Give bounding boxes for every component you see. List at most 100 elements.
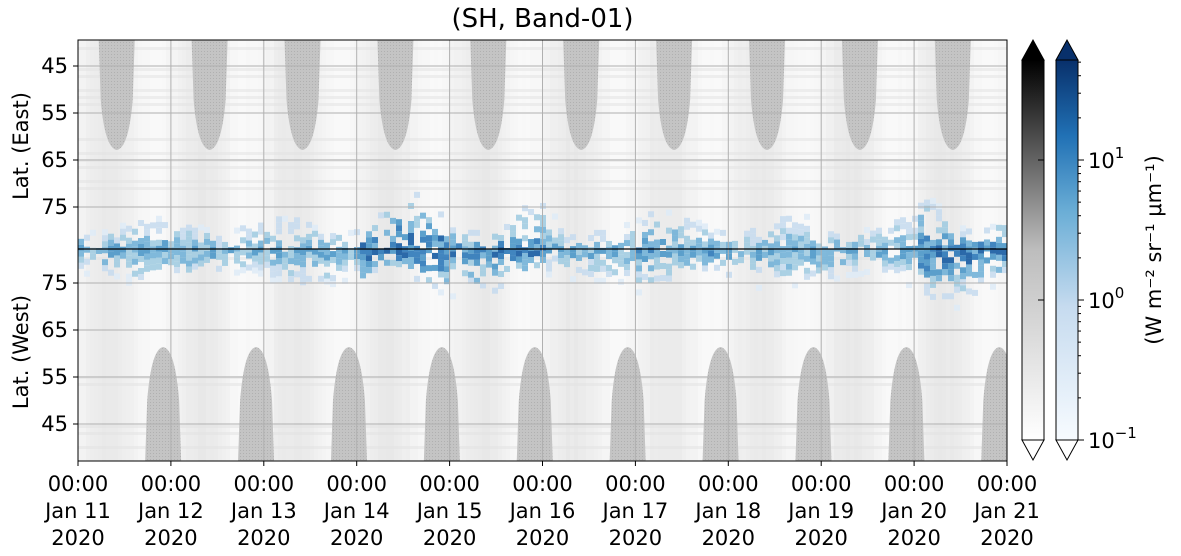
aurora-cell	[474, 229, 480, 236]
aurora-cell	[630, 231, 636, 238]
aurora-cell	[84, 270, 90, 277]
aurora-cell	[864, 227, 870, 234]
aurora-cell	[276, 276, 282, 283]
aurora-cell	[936, 245, 942, 252]
aurora-cell	[834, 239, 840, 246]
aurora-cell	[984, 227, 990, 234]
aurora-cell	[372, 225, 378, 232]
aurora-cell	[984, 257, 990, 264]
aurora-cell	[366, 231, 372, 238]
aurora-cell	[252, 261, 258, 268]
aurora-cell	[918, 262, 924, 269]
aurora-cell	[552, 213, 558, 220]
aurora-cell	[234, 257, 240, 264]
aurora-cell	[504, 223, 510, 230]
aurora-cell	[918, 256, 924, 263]
night-region-west	[145, 347, 182, 461]
aurora-cell	[426, 241, 432, 248]
aurora-cell	[150, 240, 156, 247]
aurora-cell	[684, 247, 690, 254]
aurora-cell	[936, 239, 942, 246]
background-band	[858, 40, 862, 461]
aurora-cell	[132, 246, 138, 253]
aurora-cell	[102, 247, 108, 254]
aurora-cell	[294, 217, 300, 224]
aurora-cell	[342, 277, 348, 284]
aurora-cell	[234, 227, 240, 234]
aurora-cell	[492, 269, 498, 276]
aurora-cell	[774, 253, 780, 260]
aurora-cell	[276, 222, 282, 229]
aurora-cell	[648, 253, 654, 260]
aurora-cell	[108, 233, 114, 240]
aurora-cell	[468, 271, 474, 278]
night-region-west	[423, 347, 460, 461]
aurora-cell	[420, 236, 426, 243]
aurora-cell	[678, 256, 684, 263]
aurora-cell	[954, 304, 960, 311]
aurora-cell	[144, 253, 150, 260]
aurora-cell	[408, 263, 414, 270]
aurora-cell	[366, 243, 372, 250]
aurora-cell	[876, 233, 882, 240]
aurora-cell	[366, 267, 372, 274]
aurora-cell	[612, 257, 618, 264]
aurora-cell	[588, 265, 594, 272]
aurora-cell	[702, 247, 708, 254]
aurora-cell	[978, 277, 984, 284]
aurora-cell	[192, 257, 198, 264]
aurora-cell	[546, 265, 552, 272]
aurora-cell	[396, 249, 402, 256]
aurora-cell	[828, 261, 834, 268]
aurora-cell	[618, 278, 624, 285]
aurora-cell	[486, 249, 492, 256]
aurora-cell	[816, 243, 822, 250]
aurora-cell	[924, 247, 930, 254]
aurora-cell	[264, 249, 270, 256]
aurora-cell	[450, 263, 456, 270]
aurora-cell	[534, 226, 540, 233]
aurora-cell	[468, 259, 474, 266]
aurora-cell	[894, 261, 900, 268]
aurora-cell	[414, 275, 420, 282]
aurora-cell	[708, 238, 714, 245]
aurora-cell	[918, 232, 924, 239]
aurora-cell	[702, 241, 708, 248]
aurora-cell	[138, 220, 144, 227]
x-tick-label: 00:00 Jan 17 2020	[601, 472, 669, 550]
aurora-cell	[420, 212, 426, 219]
background-band	[554, 40, 558, 461]
aurora-cell	[312, 224, 318, 231]
aurora-cell	[948, 293, 954, 300]
aurora-cell	[438, 211, 444, 218]
aurora-cell	[642, 231, 648, 238]
aurora-cell	[942, 293, 948, 300]
aurora-cell	[156, 215, 162, 222]
aurora-cell	[948, 275, 954, 282]
aurora-cell	[708, 232, 714, 239]
aurora-cell	[942, 257, 948, 264]
aurora-cell	[252, 255, 258, 262]
aurora-cell	[792, 258, 798, 265]
aurora-cell	[780, 228, 786, 235]
aurora-cell	[366, 237, 372, 244]
aurora-cell	[852, 265, 858, 272]
aurora-cell	[606, 270, 612, 277]
aurora-cell	[714, 228, 720, 235]
aurora-cell	[702, 259, 708, 266]
aurora-cell	[804, 267, 810, 274]
aurora-cell	[630, 249, 636, 256]
aurora-cell	[546, 247, 552, 254]
aurora-cell	[786, 269, 792, 276]
aurora-cell	[384, 247, 390, 254]
aurora-cell	[900, 247, 906, 254]
aurora-cell	[942, 251, 948, 258]
aurora-cell	[138, 250, 144, 257]
aurora-cell	[276, 240, 282, 247]
aurora-cell	[690, 221, 696, 228]
aurora-cell	[198, 242, 204, 249]
aurora-cell	[126, 255, 132, 262]
aurora-cell	[618, 260, 624, 267]
aurora-cell	[588, 253, 594, 260]
